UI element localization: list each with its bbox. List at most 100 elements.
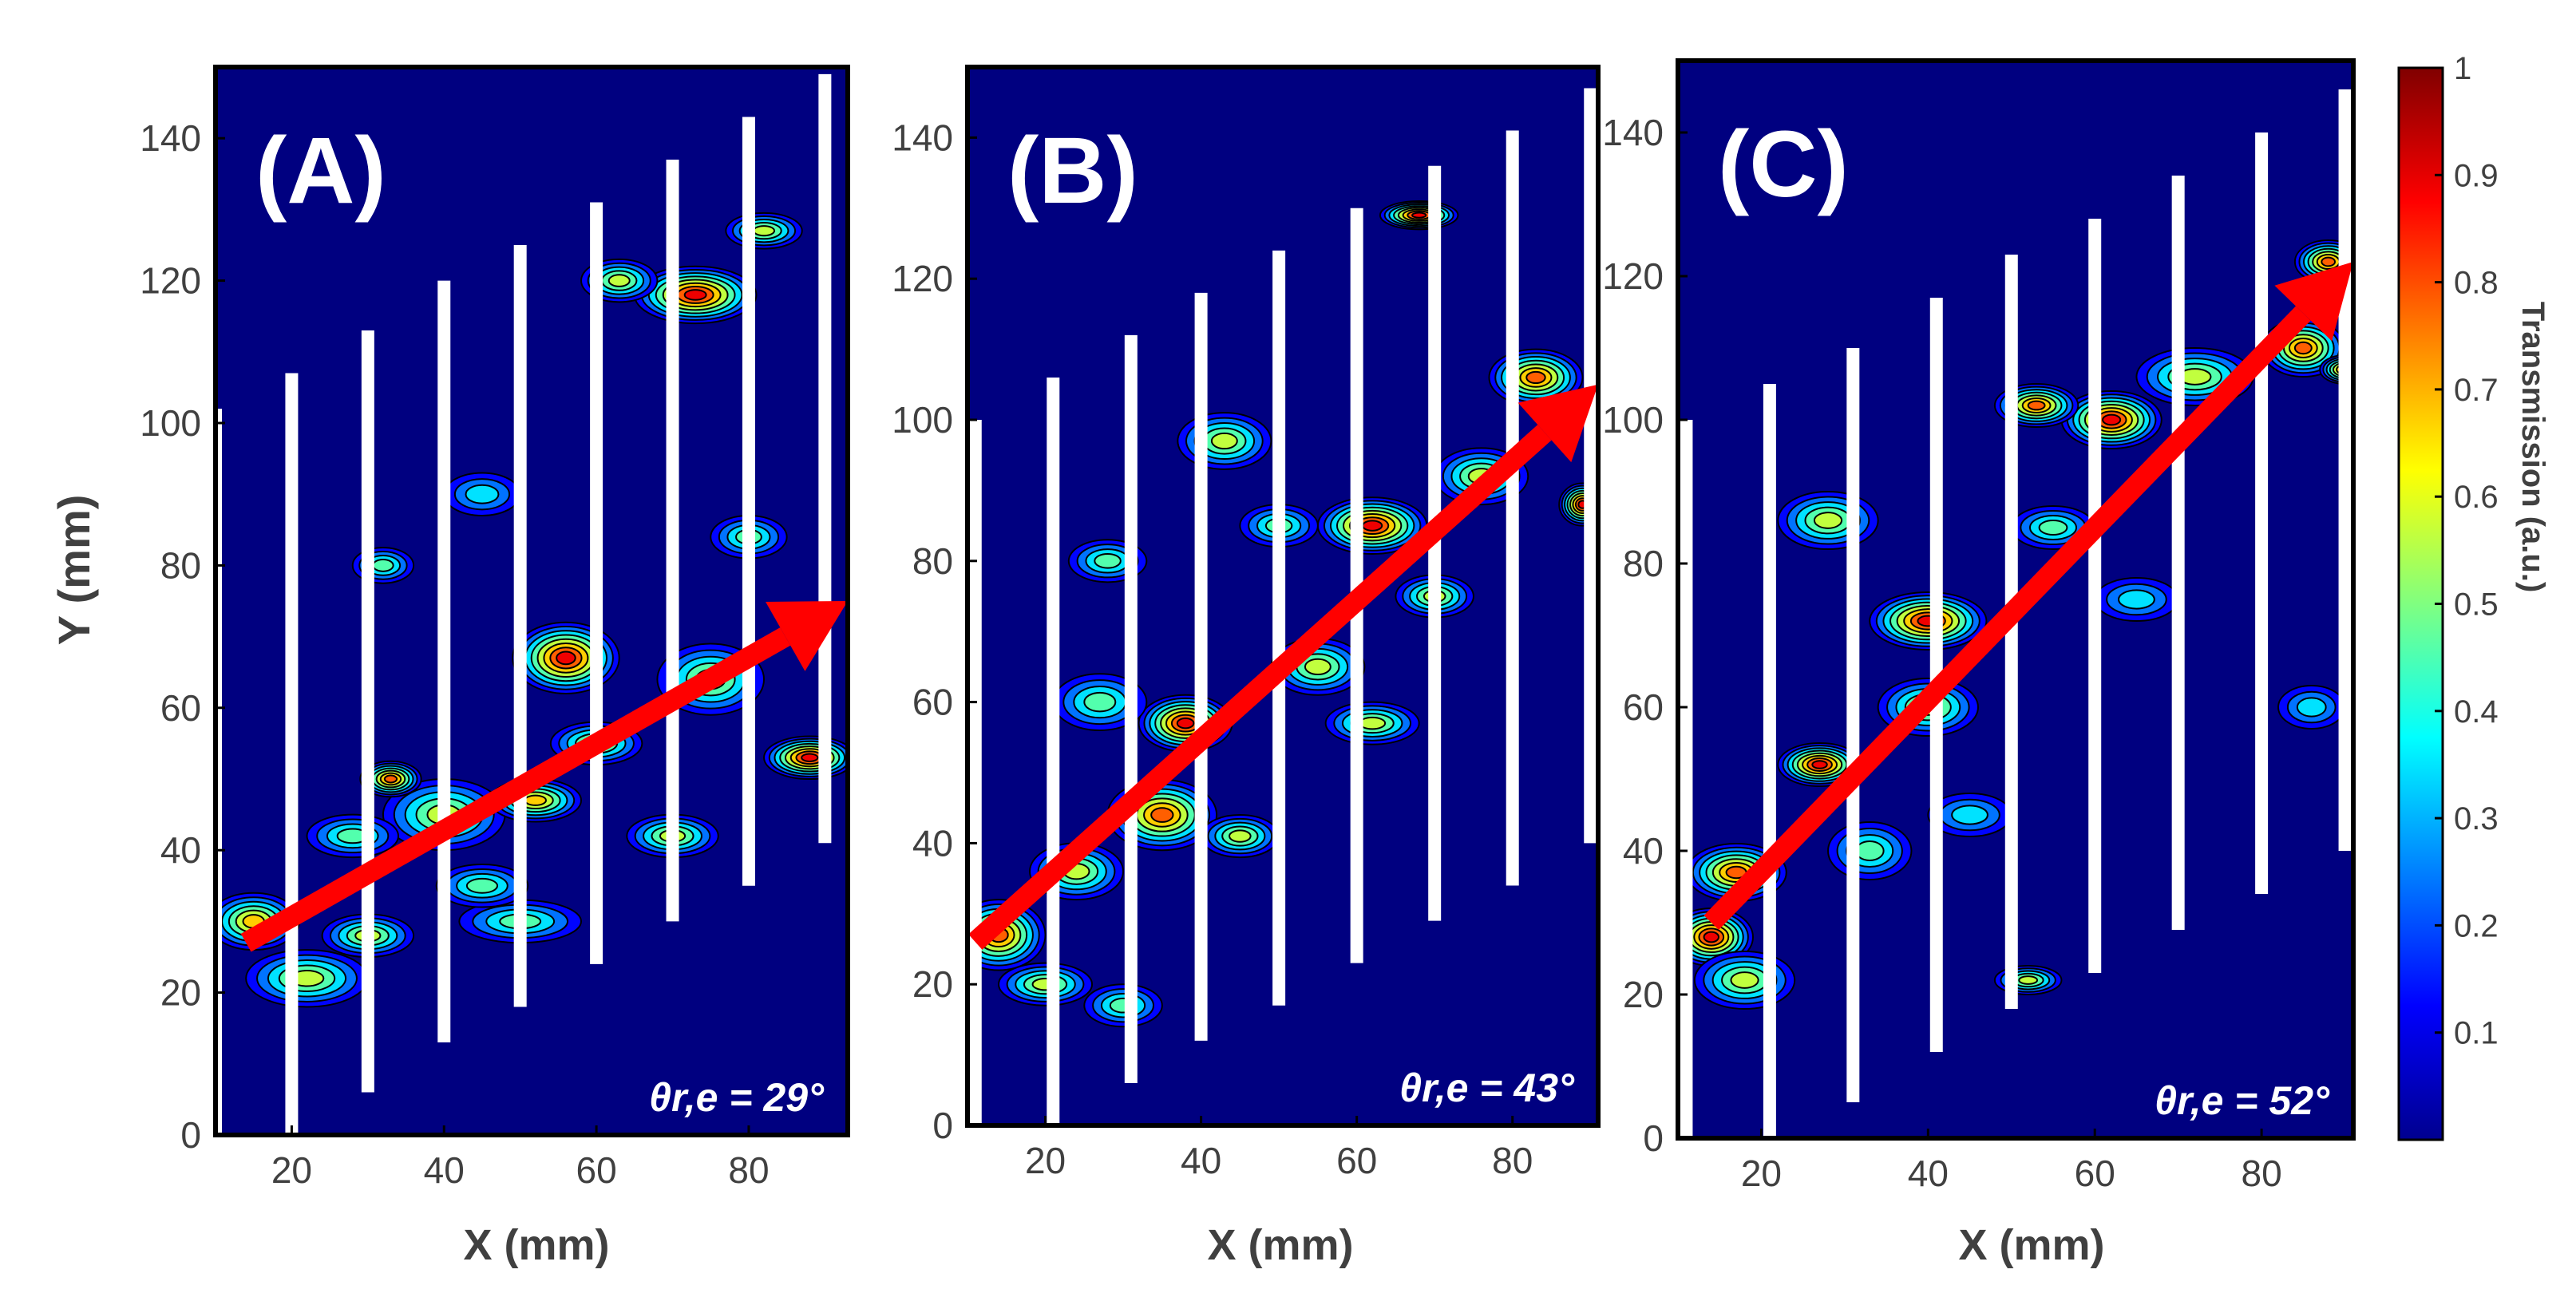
panel-b-x-axis-label: X (mm) [1207, 1221, 1353, 1269]
contour-level [2296, 697, 2327, 718]
panel-a: (A)θr,e = 29°20 40 60 80020406080100120140 … [140, 65, 850, 1269]
x-tick-label: 80 [1492, 1140, 1533, 1181]
contour-hotspot [1869, 591, 1988, 650]
panel-a-plot-area: (A) θr,e = 29° [216, 67, 848, 1135]
y-tick-label: 120 [892, 258, 953, 299]
contour-level [1210, 432, 1238, 450]
colorbar-ticks: 1 0.9 0.8 0.7 0.6 0.5 0.4 0.3 0.2 0.1 [2435, 51, 2499, 1051]
colorbar-tick-label: 0.3 [2454, 801, 2499, 836]
colorbar-tick-label: 0.5 [2454, 587, 2499, 623]
contour-level [2038, 520, 2068, 536]
contour-hotspot [1827, 821, 1913, 880]
y-tick-label: 80 [912, 540, 953, 582]
contour-level [372, 558, 394, 572]
panel-b-plot-area: (B) θr,e = 43° [967, 67, 1598, 1125]
y-axis-label: Y (mm) [49, 495, 99, 646]
panel-b-angle-label: θr,e = 43° [1399, 1066, 1575, 1110]
colorbar-tick-label: 0.4 [2454, 694, 2499, 730]
contour-hotspot [1693, 951, 1796, 1010]
contour-hotspot [1324, 701, 1420, 745]
panel-a-frame [213, 65, 850, 1137]
contour-hotspot [2094, 577, 2179, 622]
y-tick-label: 20 [160, 972, 201, 1014]
contour-level [524, 794, 547, 806]
colorbar-tick-label: 0.2 [2454, 908, 2499, 943]
x-tick-label: 40 [424, 1149, 465, 1191]
contour-hotspot [1083, 983, 1163, 1028]
y-tick-label: 100 [1602, 399, 1664, 441]
colorbar: 1 0.9 0.8 0.7 0.6 0.5 0.4 0.3 0.2 0.1 Transmissio… [2397, 51, 2550, 1141]
contour-hotspot [512, 621, 620, 694]
contour-hotspot [435, 864, 529, 908]
x-tick-label: 20 [271, 1149, 312, 1191]
y-tick-label: 100 [892, 399, 953, 441]
contour-hotspot [763, 735, 848, 780]
panel-a-x-axis-label: X (mm) [463, 1221, 609, 1269]
y-tick-label: 120 [140, 260, 201, 302]
contour-hotspot [359, 760, 422, 798]
panel-c-frame [1676, 58, 2356, 1141]
contour-level [1951, 805, 1988, 825]
contour-level [465, 484, 500, 504]
contour-hotspot [1379, 200, 1459, 231]
panel-c-plot-area: (C) θr,e = 52° [1678, 61, 2353, 1138]
contour-level [2321, 256, 2337, 267]
x-tick-label: 20 [1025, 1140, 1066, 1181]
contour-level [2018, 975, 2039, 985]
colorbar-tick-label: 0.6 [2454, 480, 2499, 515]
arrow-shaft [968, 425, 1552, 950]
y-tick-label: 60 [912, 682, 953, 723]
x-tick-label: 40 [1181, 1140, 1221, 1181]
contour-level [1094, 552, 1122, 569]
colorbar-tick-label: 0.8 [2454, 266, 2499, 301]
contour-level [1150, 807, 1174, 823]
contour-level [1229, 829, 1252, 843]
arrow-head [1518, 384, 1598, 463]
contour-hotspot [245, 949, 369, 1008]
panel-b-direction-arrow [968, 384, 1598, 950]
colorbar-tick-label: 0.1 [2454, 1016, 2499, 1051]
panel-c-x-axis-label: X (mm) [1958, 1221, 2104, 1269]
contour-hotspot [725, 212, 803, 250]
y-tick-label: 20 [912, 963, 953, 1005]
arrow-shaft [240, 627, 791, 952]
contour-hotspot [1177, 412, 1272, 470]
panel-b-letter: (B) [1007, 118, 1138, 223]
y-tick-label: 0 [180, 1114, 201, 1156]
y-tick-label: 140 [892, 117, 953, 158]
contour-level [1083, 691, 1117, 713]
panel-c-direction-arrow [1703, 262, 2353, 931]
panel-a-letter: (A) [255, 118, 386, 223]
x-tick-label: 20 [1741, 1153, 1782, 1194]
panel-c-letter: (C) [1718, 112, 1849, 217]
x-tick-label: 80 [2242, 1153, 2282, 1194]
y-tick-label: 0 [932, 1105, 953, 1146]
contour-level [1362, 520, 1383, 532]
y-tick-label: 80 [1623, 543, 1664, 584]
contour-level [1730, 971, 1759, 989]
contour-level [1813, 512, 1843, 529]
contour-hotspot [1777, 491, 1879, 550]
x-tick-label: 60 [1336, 1140, 1377, 1181]
contour-level [1176, 717, 1195, 730]
contour-level [753, 225, 776, 237]
y-tick-label: 0 [1643, 1117, 1664, 1159]
contour-level [1811, 760, 1828, 769]
colorbar-label: Transmission (a.u.) [2515, 302, 2550, 593]
y-tick-label: 80 [160, 544, 201, 586]
contour-hotspot [1777, 742, 1862, 787]
y-tick-label: 20 [1623, 974, 1664, 1015]
contour-level [2118, 589, 2155, 610]
x-tick-label: 80 [728, 1149, 769, 1191]
y-tick-label: 100 [140, 402, 201, 444]
y-tick-label: 140 [1602, 112, 1664, 153]
contour-level [2102, 413, 2122, 426]
contour-level [2293, 341, 2313, 355]
contour-hotspot [1993, 965, 2063, 995]
panel-c: (C)θr,e = 52°20 40 60 80020406080100120140 … [1602, 58, 2356, 1269]
y-tick-label: 40 [160, 829, 201, 871]
arrow-shaft [1703, 306, 2311, 931]
contour-hotspot [1200, 814, 1280, 859]
arrow-head [2274, 262, 2353, 342]
